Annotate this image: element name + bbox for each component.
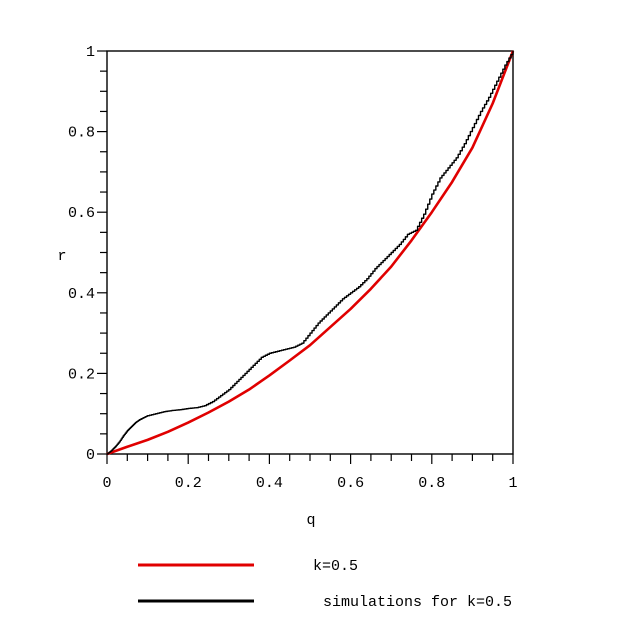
legend-label-series-2: simulations for k=0.5	[323, 594, 512, 611]
y-tick-label: 0.4	[68, 286, 95, 303]
series-line-1	[106, 50, 515, 456]
y-tick-label: 1	[86, 44, 95, 61]
x-tick-labels: 0 0.2 0.4 0.6 0.8 1	[102, 475, 517, 492]
plot-area: 0 0.2 0.4 0.6 0.8 1 0 0.2 0.4 0.6 0.8 1	[68, 44, 518, 492]
x-tick-label: 0	[102, 475, 111, 492]
series-lines	[106, 50, 515, 456]
series-line-2	[107, 51, 514, 455]
x-tick-label: 0.2	[175, 475, 202, 492]
y-axis-label: r	[57, 248, 66, 265]
x-tick-label: 0.6	[337, 475, 364, 492]
x-tick-label: 0.4	[256, 475, 283, 492]
plot-frame	[106, 50, 514, 455]
legend-label-series-1: k=0.5	[313, 558, 358, 575]
y-tick-label: 0.2	[68, 366, 95, 383]
y-tick-label: 0.6	[68, 205, 95, 222]
y-tick-label: 0.8	[68, 125, 95, 142]
y-ticks	[97, 50, 107, 455]
x-tick-label: 0.8	[418, 475, 445, 492]
x-ticks	[106, 454, 514, 464]
x-axis-label: q	[306, 512, 315, 529]
x-tick-label: 1	[508, 475, 517, 492]
legend: k=0.5 simulations for k=0.5	[138, 558, 512, 611]
y-tick-label: 0	[86, 447, 95, 464]
y-tick-labels: 0 0.2 0.4 0.6 0.8 1	[68, 44, 95, 464]
